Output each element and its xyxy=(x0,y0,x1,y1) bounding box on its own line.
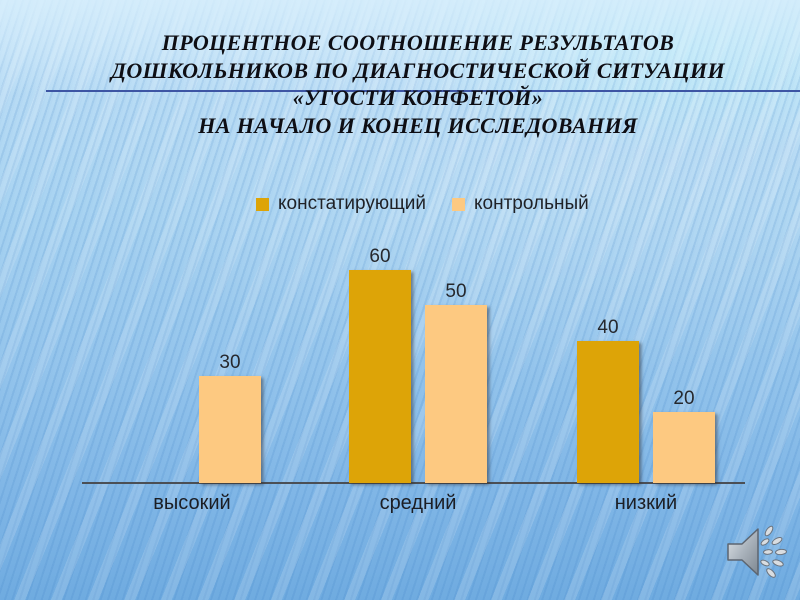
category-label-3: низкий xyxy=(614,492,678,514)
bar-series1-низкий xyxy=(577,341,639,483)
bar-value-label: 30 xyxy=(219,352,241,373)
legend-swatch-series2 xyxy=(452,197,466,211)
bar-value-label: 40 xyxy=(597,317,619,338)
legend-label-series2: контрольный xyxy=(474,193,589,214)
legend-item-series2: контрольный xyxy=(452,193,589,215)
bar-series2-низкий xyxy=(653,412,715,483)
speaker-icon[interactable] xyxy=(722,522,794,584)
x-axis-line xyxy=(82,482,745,484)
legend-swatch-series1 xyxy=(256,197,269,211)
bar-value-label: 20 xyxy=(673,388,695,409)
bar-series2-средний xyxy=(425,305,487,483)
speaker-sound-waves xyxy=(760,525,787,578)
legend-item-series1: констатирующий xyxy=(256,193,426,215)
bar-value-label: 50 xyxy=(445,281,467,302)
legend-label-series1: констатирующий xyxy=(278,193,427,214)
bar-value-label: 60 xyxy=(369,246,391,267)
bar-series2-высокий xyxy=(199,376,261,483)
category-label-2: средний xyxy=(379,492,457,514)
category-label-1: высокий xyxy=(153,492,231,514)
chart-legend: констатирующий контрольный xyxy=(256,193,589,215)
title-line-4: НА НАЧАЛО И КОНЕЦ ИССЛЕДОВАНИЯ xyxy=(198,112,638,138)
speaker-body xyxy=(727,528,759,576)
bar-series1-средний xyxy=(349,270,411,483)
